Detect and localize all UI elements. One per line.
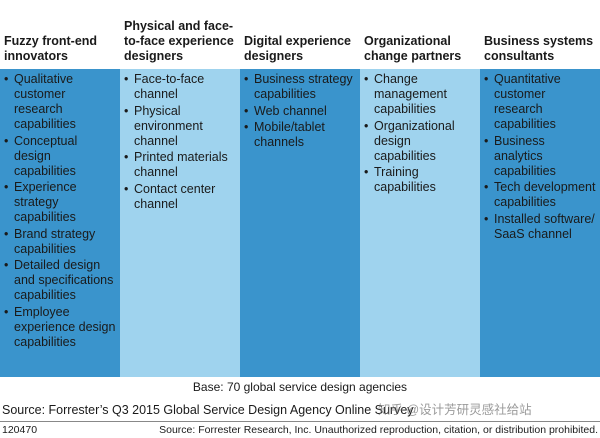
list-item: Business analytics capabilities xyxy=(484,134,596,179)
column-body: Business strategy capabilities Web chann… xyxy=(240,69,360,377)
list-item: Installed software/ SaaS channel xyxy=(484,212,596,242)
column-heading: Digital experience designers xyxy=(244,34,351,63)
column-heading: Business systems consultants xyxy=(484,34,594,63)
list-item: Business strategy capabilities xyxy=(244,72,356,102)
column-heading: Physical and face-to-face experience des… xyxy=(124,19,234,63)
column-heading-box: Digital experience designers xyxy=(240,0,360,68)
list-item: Employee experience design capabilities xyxy=(4,305,116,350)
list-item: Physical environment channel xyxy=(124,104,236,149)
watermark: 知乎 @设计芳研灵感社给站 xyxy=(378,403,532,417)
copyright-credit: Source: Forrester Research, Inc. Unautho… xyxy=(159,424,598,436)
list-item: Experience strategy capabilities xyxy=(4,180,116,225)
figure-id: 120470 xyxy=(2,424,38,436)
source-note: Source: Forrester’s Q3 2015 Global Servi… xyxy=(2,403,414,417)
list-item: Mobile/tablet channels xyxy=(244,120,356,150)
base-note: Base: 70 global service design agencies xyxy=(192,380,408,394)
item-list: Quantitative customer research capabilit… xyxy=(480,69,600,242)
list-item: Tech development capabilities xyxy=(484,180,596,210)
column-body: Quantitative customer research capabilit… xyxy=(480,69,600,377)
column-body: Face-to-face channel Physical environmen… xyxy=(120,69,240,377)
list-item: Printed materials channel xyxy=(124,150,236,180)
list-item: Change management capabilities xyxy=(364,72,476,117)
list-item: Web channel xyxy=(244,104,356,119)
column-body: Qualitative customer research capabiliti… xyxy=(0,69,120,377)
footer-divider xyxy=(0,421,600,422)
list-item: Conceptual design capabilities xyxy=(4,134,116,179)
item-list: Change management capabilities Organizat… xyxy=(360,69,480,195)
list-item: Quantitative customer research capabilit… xyxy=(484,72,596,132)
list-item: Brand strategy capabilities xyxy=(4,227,116,257)
column-heading-box: Organizational change partners xyxy=(360,0,480,68)
list-item: Contact center channel xyxy=(124,182,236,212)
column-heading: Fuzzy front-end innovators xyxy=(4,34,98,63)
column-heading-box: Fuzzy front-end innovators xyxy=(0,0,120,68)
column-heading-box: Business systems consultants xyxy=(480,0,600,68)
list-item: Detailed design and specifications capab… xyxy=(4,258,116,303)
list-item: Qualitative customer research capabiliti… xyxy=(4,72,116,132)
item-list: Qualitative customer research capabiliti… xyxy=(0,69,120,350)
list-item: Face-to-face channel xyxy=(124,72,236,102)
list-item: Organizational design capabilities xyxy=(364,119,476,164)
column-heading-box: Physical and face-to-face experience des… xyxy=(120,0,240,68)
list-item: Training capabilities xyxy=(364,165,476,195)
column-body: Change management capabilities Organizat… xyxy=(360,69,480,377)
item-list: Business strategy capabilities Web chann… xyxy=(240,69,360,150)
column-heading: Organizational change partners xyxy=(364,34,462,63)
item-list: Face-to-face channel Physical environmen… xyxy=(120,69,240,212)
